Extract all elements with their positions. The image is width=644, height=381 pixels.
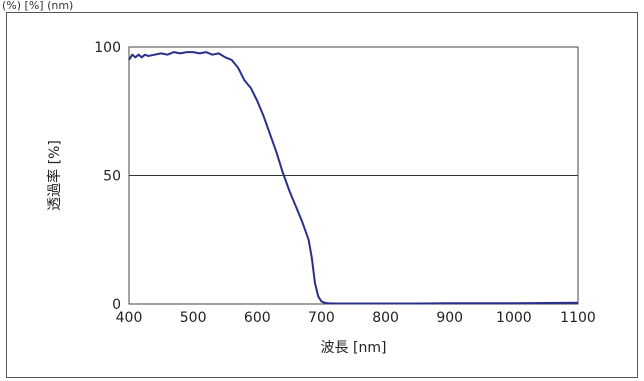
y-tick-label: 100 xyxy=(94,40,121,56)
series-layer xyxy=(128,51,579,305)
y-tick-label: 0 xyxy=(112,297,121,313)
x-tick-label: 600 xyxy=(244,310,271,326)
y-tick-labels: 0 50 100 xyxy=(94,40,121,313)
x-axis-title: 波長 [nm] xyxy=(321,340,387,356)
chart-frame: 400 500 600 700 800 900 1000 1100 0 50 100 波長 [nm… xyxy=(6,12,638,378)
x-tick-label: 800 xyxy=(372,310,399,326)
x-tick-labels: 400 500 600 700 800 900 1000 1100 xyxy=(116,310,596,326)
x-tick-label: 500 xyxy=(180,310,207,326)
transmittance-chart: 400 500 600 700 800 900 1000 1100 0 50 100 波長 [nm… xyxy=(46,40,596,356)
x-tick-label: 1100 xyxy=(560,310,596,326)
series-line-0 xyxy=(128,51,579,305)
x-tick-label: 400 xyxy=(116,310,143,326)
x-tick-label: 1000 xyxy=(496,310,532,326)
x-tick-label: 900 xyxy=(436,310,463,326)
page-caption: (%) [%] (nm) xyxy=(2,0,74,12)
x-tick-label: 700 xyxy=(308,310,335,326)
y-axis-title: 透過率 [%] xyxy=(46,140,63,211)
y-tick-label: 50 xyxy=(103,169,121,185)
